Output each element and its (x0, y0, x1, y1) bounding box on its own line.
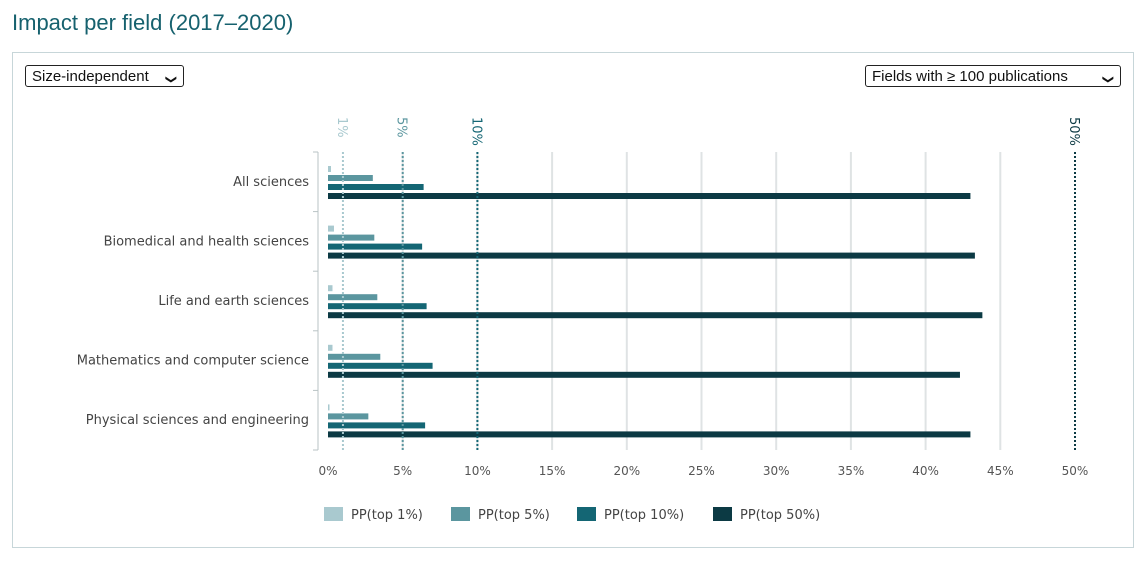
reference-line-label: 5% (394, 117, 409, 138)
x-tick-label: 50% (1062, 464, 1089, 478)
legend-label: PP(top 5%) (478, 508, 550, 523)
bar (328, 422, 426, 429)
bar (328, 371, 960, 378)
category-label: Biomedical and health sciences (104, 234, 310, 249)
bar (328, 362, 433, 369)
x-tick-label: 0% (318, 464, 337, 478)
bar (328, 166, 331, 172)
bar (328, 193, 971, 199)
legend-label: PP(top 1%) (351, 508, 423, 523)
x-tick-label: 35% (838, 464, 865, 478)
bar (328, 225, 334, 232)
bar (328, 243, 423, 250)
bar (328, 294, 378, 301)
x-tick-label: 45% (987, 464, 1014, 478)
bar (328, 285, 333, 292)
x-tick-label: 15% (539, 464, 566, 478)
x-tick-label: 20% (613, 464, 640, 478)
indicator-select-value: Size-independent (32, 67, 149, 85)
category-label: Life and earth sciences (158, 294, 309, 309)
reference-line-label: 1% (334, 117, 349, 138)
x-tick-label: 25% (688, 464, 715, 478)
bar (328, 431, 971, 438)
x-tick-label: 30% (763, 464, 790, 478)
legend-swatch (713, 507, 732, 521)
reference-line-label: 50% (1066, 117, 1081, 146)
x-tick-label: 5% (393, 464, 412, 478)
indicator-select[interactable]: Size-independent ❯ (25, 65, 184, 87)
chart-panel (12, 52, 1134, 548)
category-label: Physical sciences and engineering (86, 413, 309, 428)
legend-swatch (577, 507, 596, 521)
category-label: All sciences (233, 175, 309, 190)
bar (328, 252, 975, 259)
filter-select[interactable]: Fields with ≥ 100 publications ❯ (865, 65, 1121, 87)
bar (328, 353, 381, 360)
legend-label: PP(top 10%) (604, 508, 684, 523)
bar (328, 413, 369, 420)
x-tick-label: 10% (464, 464, 491, 478)
legend-swatch (324, 507, 343, 521)
legend-label: PP(top 50%) (740, 508, 820, 523)
legend-swatch (451, 507, 470, 521)
bar (328, 312, 983, 319)
bar (328, 303, 427, 310)
page-title: Impact per field (2017–2020) (12, 10, 294, 35)
category-label: Mathematics and computer science (77, 354, 309, 369)
reference-line-label: 10% (468, 117, 483, 146)
bar (328, 234, 375, 241)
bar (328, 344, 333, 351)
bar (328, 404, 330, 411)
bar (328, 175, 373, 181)
bar (328, 184, 424, 190)
filter-select-value: Fields with ≥ 100 publications (872, 67, 1068, 85)
x-tick-label: 40% (912, 464, 939, 478)
